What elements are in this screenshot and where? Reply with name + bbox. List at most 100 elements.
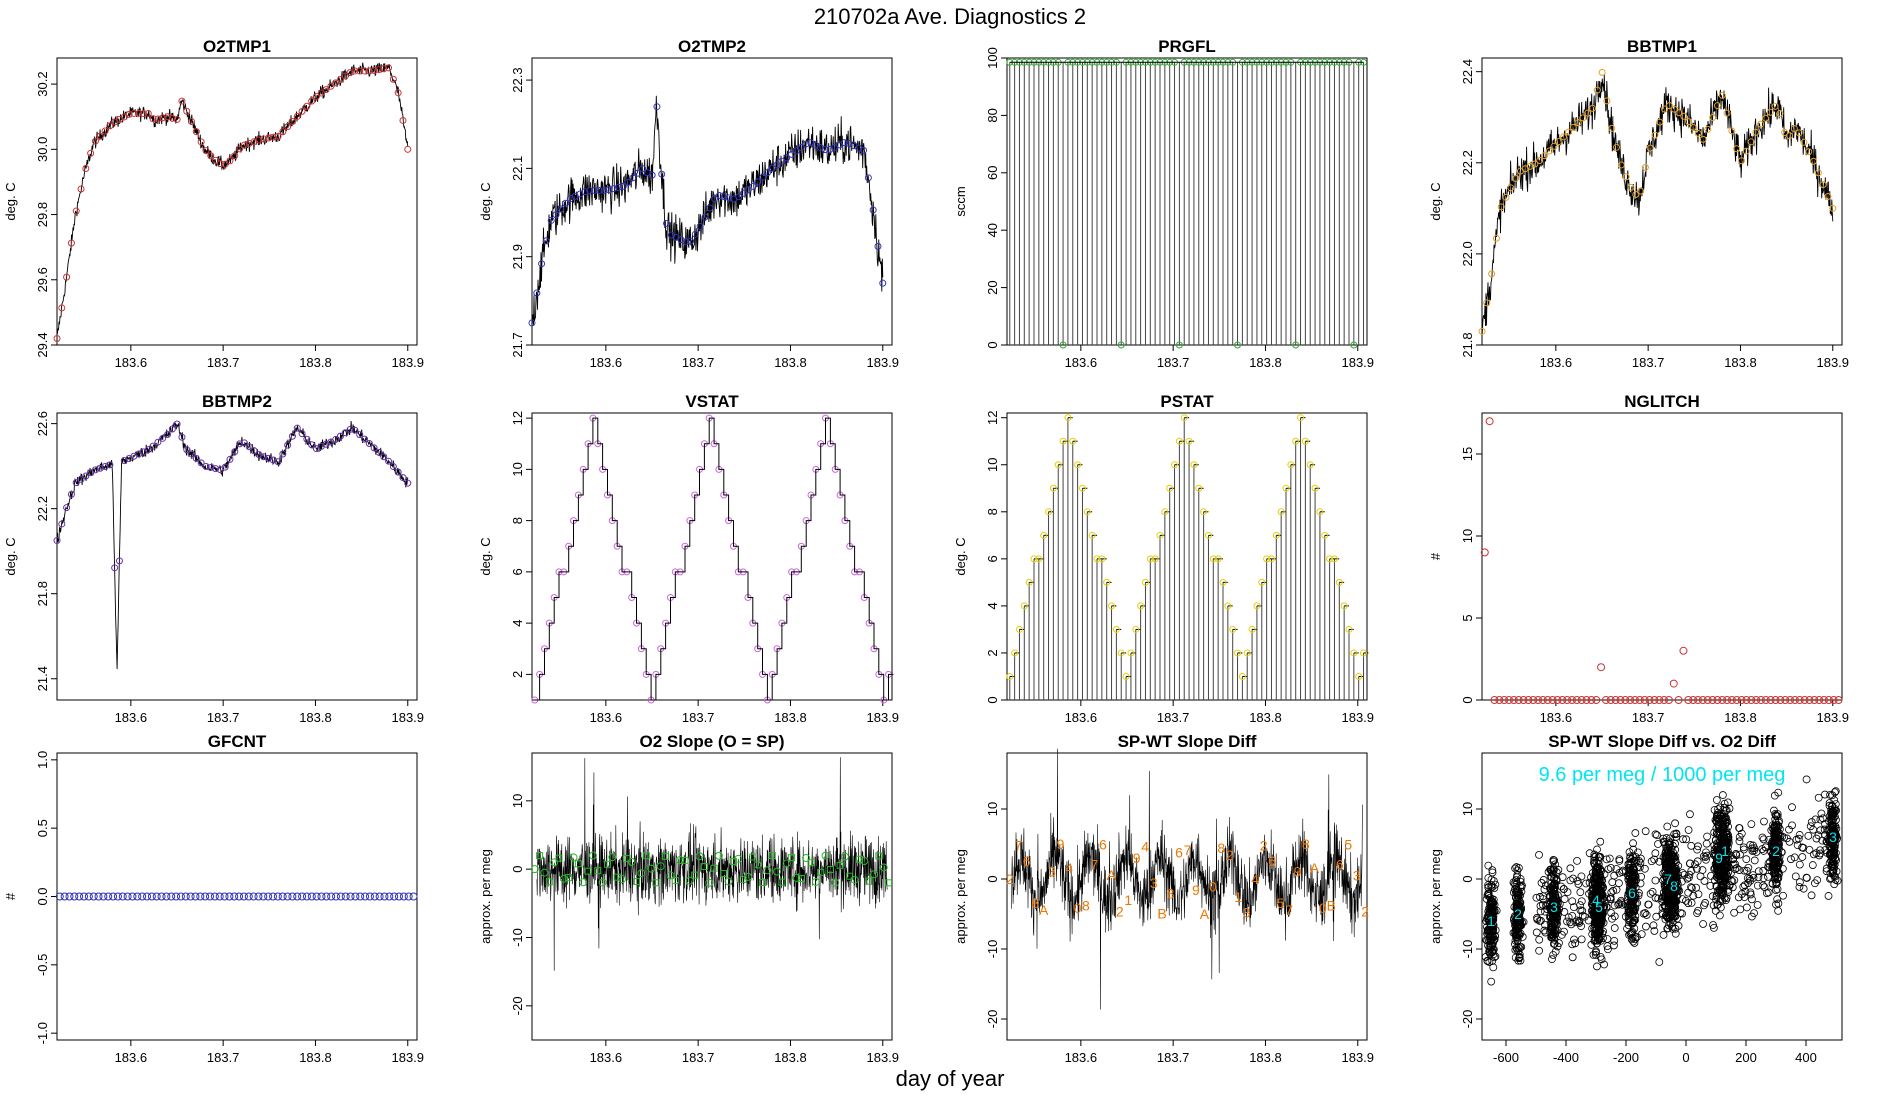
data-point bbox=[763, 169, 771, 177]
data-point bbox=[1574, 917, 1583, 926]
x-tick-label: 183.8 bbox=[1724, 710, 1757, 725]
data-point bbox=[1573, 877, 1582, 885]
data-point bbox=[1627, 895, 1636, 904]
data-point bbox=[788, 854, 796, 862]
data-point bbox=[1554, 866, 1563, 874]
cluster-label: 1 bbox=[1487, 913, 1495, 929]
y-tick-label: 12 bbox=[985, 410, 1000, 424]
data-point bbox=[555, 854, 563, 862]
data-point bbox=[1517, 921, 1526, 930]
data-point bbox=[1795, 883, 1804, 891]
data-point bbox=[627, 857, 636, 866]
y-tick-label: -20 bbox=[1460, 1010, 1475, 1029]
data-point bbox=[1595, 925, 1604, 934]
point-label: 8 bbox=[1302, 836, 1310, 852]
data-point bbox=[1610, 901, 1619, 910]
data-point bbox=[590, 186, 598, 194]
data-point bbox=[84, 892, 93, 901]
data-point bbox=[1512, 944, 1521, 952]
data-point bbox=[178, 433, 186, 441]
data-point bbox=[101, 463, 109, 471]
data-point bbox=[1054, 461, 1062, 469]
data-point bbox=[734, 854, 743, 863]
x-tick-label: 183.7 bbox=[207, 355, 240, 370]
data-point bbox=[1598, 884, 1607, 893]
data-point bbox=[1629, 864, 1638, 873]
data-point bbox=[1617, 161, 1625, 169]
data-point bbox=[1550, 856, 1559, 865]
data-point bbox=[1802, 873, 1811, 882]
point-label: 1 bbox=[1124, 892, 1132, 908]
panel-frame bbox=[1481, 752, 1843, 1041]
data-point bbox=[1161, 508, 1169, 516]
data-point bbox=[1360, 649, 1368, 657]
data-point bbox=[1512, 915, 1521, 924]
data-point bbox=[1064, 414, 1072, 422]
data-point bbox=[279, 128, 287, 136]
data-point bbox=[1757, 696, 1765, 704]
data-point bbox=[1654, 894, 1663, 903]
data-point bbox=[1487, 936, 1496, 944]
data-point bbox=[1629, 874, 1638, 883]
point-label: A bbox=[1039, 902, 1049, 918]
data-point bbox=[1788, 803, 1796, 812]
data-point bbox=[1826, 790, 1835, 799]
data-point bbox=[1627, 928, 1636, 937]
data-point bbox=[1568, 696, 1576, 704]
panel-title: SP-WT Slope Diff bbox=[1118, 732, 1257, 751]
data-point bbox=[1563, 888, 1572, 897]
data-point bbox=[1814, 793, 1823, 802]
point-label: B bbox=[1157, 906, 1166, 922]
data-point bbox=[212, 156, 220, 164]
data-point bbox=[1699, 135, 1707, 143]
data-point bbox=[840, 139, 848, 147]
data-point bbox=[1719, 889, 1728, 898]
data-point bbox=[1624, 860, 1633, 869]
data-point bbox=[1513, 879, 1521, 888]
data-point bbox=[1539, 900, 1547, 909]
data-point bbox=[1752, 128, 1760, 136]
data-point bbox=[1828, 841, 1837, 850]
data-point bbox=[225, 892, 234, 901]
x-tick-label: -600 bbox=[1493, 1050, 1519, 1065]
data-point bbox=[1321, 531, 1329, 539]
data-point bbox=[1750, 856, 1759, 865]
data-point bbox=[1576, 888, 1585, 897]
data-point bbox=[1825, 842, 1834, 850]
data-point bbox=[1716, 875, 1725, 883]
point-label: 8 bbox=[1217, 840, 1225, 856]
y-tick-label: 21.7 bbox=[510, 332, 525, 357]
data-point bbox=[1575, 917, 1584, 925]
data-point bbox=[77, 185, 85, 193]
data-point bbox=[1550, 926, 1559, 934]
data-point bbox=[763, 866, 772, 875]
data-point bbox=[149, 442, 157, 450]
y-tick-label: 22.2 bbox=[35, 496, 50, 521]
data-point bbox=[1679, 646, 1688, 655]
data-point bbox=[70, 892, 79, 901]
data-point bbox=[1502, 193, 1510, 201]
series-line bbox=[534, 417, 894, 701]
y-axis-label: # bbox=[3, 892, 18, 900]
data-point bbox=[1731, 850, 1740, 858]
data-point bbox=[1725, 863, 1733, 872]
data-point bbox=[528, 319, 536, 327]
data-point bbox=[1782, 834, 1791, 843]
data-point bbox=[370, 444, 378, 452]
data-point bbox=[1558, 873, 1567, 882]
cluster-label: 2 bbox=[1772, 843, 1780, 859]
panel-frame bbox=[1481, 412, 1843, 701]
data-point bbox=[1826, 874, 1834, 883]
series-line bbox=[56, 62, 409, 336]
point-label: B bbox=[1327, 898, 1336, 914]
data-point bbox=[1536, 157, 1544, 165]
data-point bbox=[1709, 921, 1717, 929]
data-point bbox=[1646, 144, 1654, 152]
data-point bbox=[1672, 829, 1681, 838]
data-point bbox=[1625, 848, 1634, 857]
data-point bbox=[1618, 868, 1627, 876]
point-label: 7 bbox=[1090, 856, 1098, 872]
data-point bbox=[1727, 869, 1735, 878]
data-point bbox=[1830, 788, 1839, 797]
